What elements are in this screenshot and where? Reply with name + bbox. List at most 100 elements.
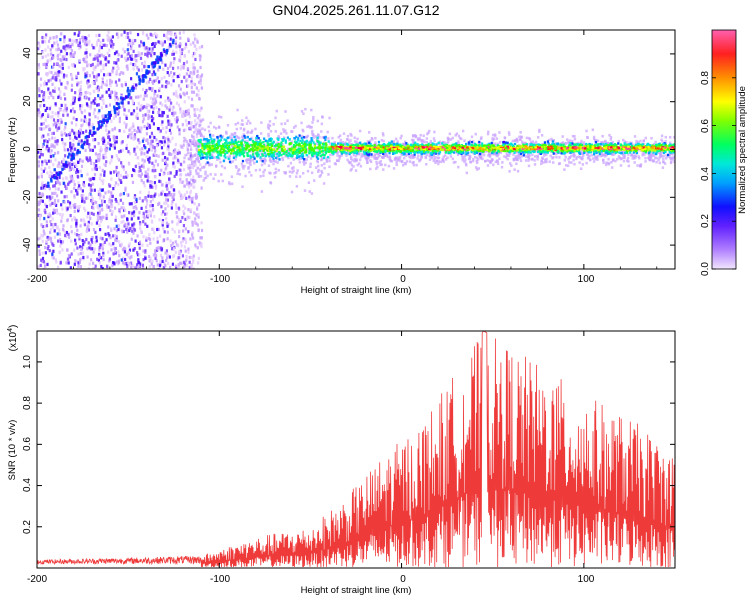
spectrogram-cell	[47, 159, 51, 163]
spectrogram-cell	[196, 246, 199, 250]
spectrogram-cell	[136, 267, 139, 269]
spectrogram-cell	[190, 90, 194, 94]
spectrogram-cell	[660, 138, 663, 142]
spectrogram-cell	[190, 86, 193, 90]
spectrogram-cell	[151, 73, 154, 77]
spectrogram-cell	[427, 131, 430, 134]
spectrogram-cell	[241, 185, 244, 189]
spectrogram-cell	[130, 57, 134, 61]
spectrogram-cell	[173, 154, 177, 159]
spectrogram-cell	[110, 119, 113, 123]
spectrogram-cell	[59, 37, 62, 42]
spectrogram-cell	[245, 116, 248, 120]
spectrogram-cell	[69, 144, 72, 149]
spectrogram-cell	[61, 248, 64, 252]
spectrogram-cell	[75, 136, 78, 140]
spectrogram-cell	[473, 155, 477, 159]
spectrogram-cell	[80, 145, 83, 149]
spectrogram-cell	[376, 152, 380, 155]
spectrogram-cell	[191, 236, 195, 240]
spectrogram-cell	[45, 224, 49, 228]
spectrogram-cell	[237, 152, 240, 155]
spectrogram-cell	[104, 147, 107, 151]
spectrogram-cell	[64, 122, 67, 126]
spectrogram-cell	[82, 218, 85, 222]
spectrogram-cell	[63, 128, 66, 132]
spectrogram-cell	[121, 148, 124, 152]
spectrogram-cell	[349, 169, 352, 172]
spectrogram-cell	[192, 62, 195, 67]
spectrogram-cell	[47, 213, 50, 217]
spectrogram-cell	[234, 164, 238, 168]
spectrogram-cell	[148, 109, 151, 113]
spectrogram-cell	[166, 237, 169, 241]
spectrogram-cell	[623, 140, 627, 144]
spectrogram-cell	[138, 165, 141, 170]
spectrogram-cell	[58, 126, 61, 130]
spectrogram-cell	[571, 142, 574, 145]
spectrogram-cell	[644, 156, 647, 160]
spectrogram-cell	[328, 116, 331, 120]
spectrogram-cell	[172, 254, 175, 259]
spectrogram-cell	[48, 212, 51, 216]
spectrogram-cell	[153, 102, 157, 106]
spectrogram-cell	[262, 174, 265, 177]
spectrogram-cell	[127, 255, 130, 259]
spectrogram-cell	[148, 237, 152, 242]
spectrogram-cell	[118, 208, 121, 212]
spectrogram-cell	[178, 59, 182, 63]
spectrogram-cell	[162, 151, 165, 155]
spectrogram-cell	[189, 71, 192, 75]
spectrogram-cell	[72, 153, 75, 157]
spectrogram-cell	[558, 151, 561, 154]
spectrogram-cell	[533, 155, 537, 158]
spectrogram-cell	[153, 61, 157, 65]
spectrogram-cell	[70, 121, 73, 125]
spectrogram-cell	[154, 175, 157, 179]
spectrogram-cell	[378, 154, 381, 157]
spectrogram-cell	[434, 161, 437, 164]
spectrogram-cell	[183, 185, 186, 188]
spectrogram-cell	[611, 166, 614, 169]
spectrogram-cell	[494, 144, 498, 147]
spectrogram-cell	[563, 158, 566, 162]
spectrogram-cell	[170, 243, 173, 248]
spectrogram-cell	[113, 227, 116, 231]
spectrogram-cell	[73, 161, 76, 166]
spectrogram-cell	[85, 102, 89, 106]
spectrogram-cell	[279, 148, 282, 152]
spectrogram-cell	[284, 139, 287, 142]
spectrogram-cell	[187, 172, 190, 176]
spectrogram-cell	[51, 242, 54, 246]
spectrogram-cell	[313, 154, 317, 158]
spectrogram-cell	[48, 236, 51, 240]
spectrogram-cell	[113, 138, 116, 142]
spectrogram-cell	[162, 227, 165, 231]
spectrogram-cell	[51, 201, 54, 205]
spectrogram-cell	[195, 93, 199, 97]
spectrogram-cell	[183, 156, 186, 160]
spectrogram-cell	[309, 165, 312, 169]
spectrogram-cell	[46, 73, 49, 77]
spectrogram-cell	[179, 67, 183, 71]
spectrogram-cell	[102, 243, 105, 247]
spectrogram-cell	[515, 158, 519, 161]
spectrogram-cell	[131, 99, 134, 103]
spectrogram-cell	[188, 139, 192, 142]
spectrogram-cell	[137, 101, 140, 106]
spectrogram-cell	[127, 222, 130, 226]
spectrogram-cell	[190, 134, 194, 138]
spectrogram-cell	[104, 155, 108, 159]
spectrogram-cell	[98, 123, 101, 127]
spectrogram-cell	[54, 222, 57, 227]
spectrogram-cell	[40, 135, 44, 139]
spectrogram-cell	[37, 264, 40, 269]
spectrogram-cell	[86, 172, 89, 176]
spectrogram-cell	[44, 245, 47, 250]
spectrogram-cell	[192, 90, 196, 94]
spectrogram-cell	[51, 175, 54, 179]
spectrogram-cell	[405, 160, 409, 163]
spectrogram-cell	[186, 142, 190, 146]
spectrogram-cell	[617, 155, 621, 158]
spectrogram-cell	[145, 94, 148, 98]
